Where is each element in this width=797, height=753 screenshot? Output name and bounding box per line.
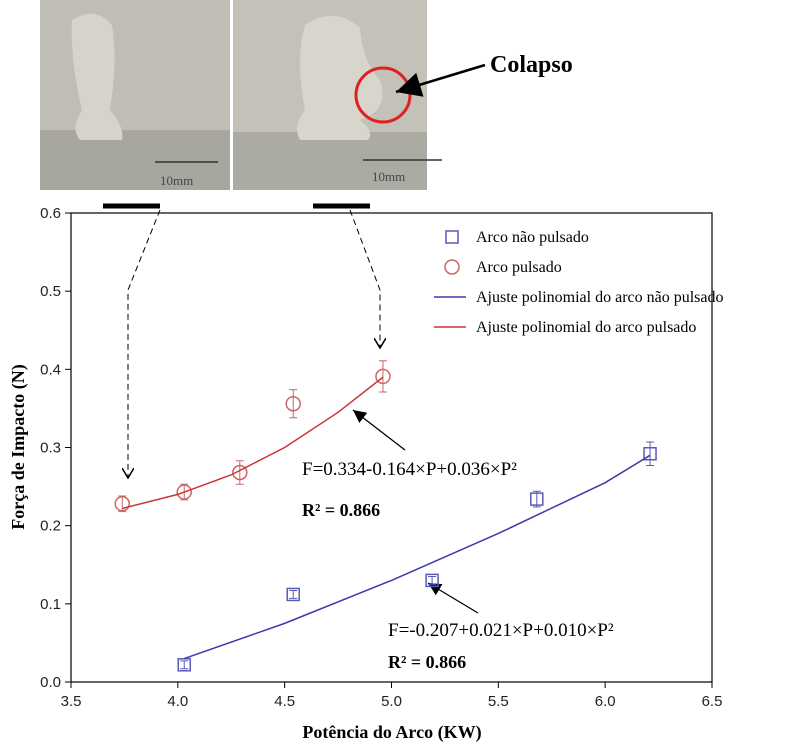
error-bar <box>378 360 387 393</box>
annotation: R² = 0.866 <box>388 652 466 672</box>
legend-marker <box>444 259 460 275</box>
error-bar <box>180 660 189 670</box>
data-point <box>286 587 300 602</box>
error-bar <box>235 460 244 485</box>
annotation: F=0.334-0.164×P+0.036×P² <box>302 459 517 480</box>
y-axis-label: Força de Impacto (N) <box>8 364 29 529</box>
x-tick-label: 6.5 <box>702 693 723 710</box>
data-point <box>425 573 439 588</box>
data-point <box>643 447 657 461</box>
y-tick-label: 0.2 <box>40 518 61 535</box>
y-tick-label: 0.6 <box>40 205 61 222</box>
legend-label: Ajuste polinomial do arco não pulsado <box>476 289 724 306</box>
dashed-arrow <box>349 209 380 348</box>
fit-line <box>122 376 384 510</box>
y-tick-label: 0.4 <box>40 361 61 378</box>
annotation-arrow <box>427 582 479 614</box>
y-tick-label: 0.0 <box>40 674 61 691</box>
data-point <box>285 395 301 412</box>
x-tick-label: 4.5 <box>274 693 295 710</box>
error-bar <box>289 389 298 419</box>
y-tick-label: 0.5 <box>40 283 61 300</box>
scale-label: 10mm <box>372 169 405 184</box>
annotation: Colapso <box>490 52 573 78</box>
data-point <box>114 496 131 512</box>
photo-2 <box>233 0 486 190</box>
legend-label: Arco pulsado <box>476 259 562 276</box>
data-point <box>232 464 248 481</box>
data-point <box>530 492 544 506</box>
scale-label: 10mm <box>160 173 193 188</box>
data-point <box>177 658 191 672</box>
y-tick-label: 0.3 <box>40 440 61 457</box>
x-tick-label: 4.0 <box>167 693 188 710</box>
fit-line <box>183 454 651 660</box>
x-tick-label: 3.5 <box>61 693 82 710</box>
data-point <box>375 368 391 385</box>
annotation: R² = 0.866 <box>302 500 380 520</box>
plot-frame <box>70 212 713 683</box>
annotation-arrow <box>352 409 406 451</box>
error-bar <box>646 441 655 466</box>
y-tick-label: 0.1 <box>40 596 61 613</box>
photo-1 <box>40 0 230 190</box>
dashed-arrow <box>128 209 161 478</box>
x-axis-label: Potência do Arco (KW) <box>302 722 481 743</box>
legend-label: Ajuste polinomial do arco pulsado <box>476 319 696 336</box>
error-bar <box>118 495 127 513</box>
legend-marker <box>445 230 459 244</box>
x-tick-label: 6.0 <box>595 693 616 710</box>
x-tick-label: 5.5 <box>488 693 509 710</box>
legend-label: Arco não pulsado <box>476 229 589 246</box>
error-bar <box>428 575 437 585</box>
x-tick-label: 5.0 <box>381 693 402 710</box>
data-point <box>176 484 192 500</box>
error-bar <box>289 590 298 599</box>
annotation: F=-0.207+0.021×P+0.010×P² <box>388 620 614 641</box>
error-bar <box>532 490 541 508</box>
